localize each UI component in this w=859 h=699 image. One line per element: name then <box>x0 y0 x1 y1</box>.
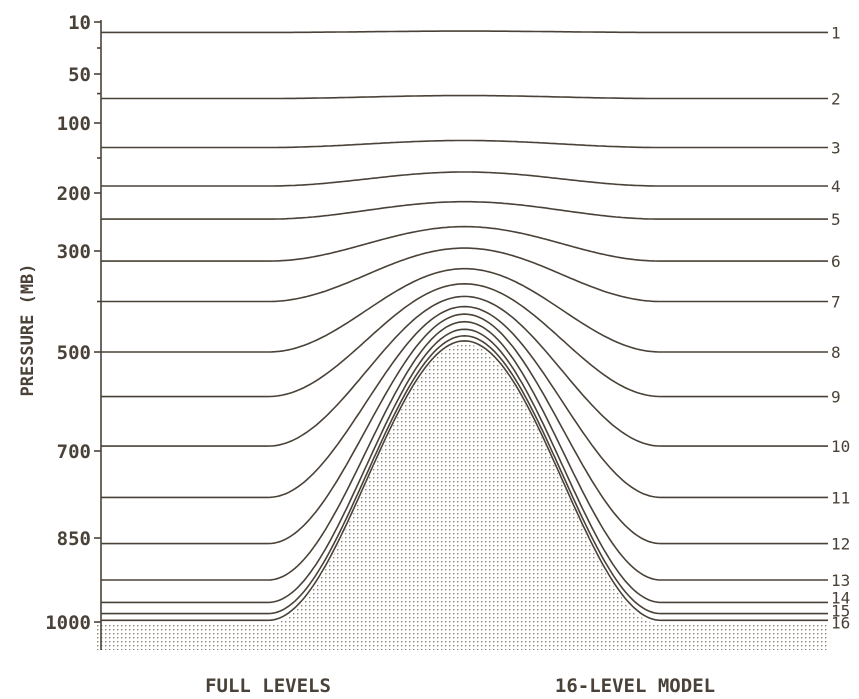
level-line-11 <box>101 305 828 499</box>
level-label-1: 1 <box>831 23 841 42</box>
level-label-12: 12 <box>831 535 850 554</box>
level-label-2: 2 <box>831 90 841 109</box>
level-line-10 <box>101 295 828 447</box>
y-tick-label: 700 <box>57 441 91 463</box>
level-label-13: 13 <box>831 571 850 590</box>
level-line-7 <box>101 247 828 303</box>
y-axis-label: PRESSURE (MB) <box>18 263 38 396</box>
y-axis: 10 50 100 200 300 500 700 850 1000 <box>45 12 102 650</box>
level-line-4 <box>101 171 828 187</box>
y-tick-label: 100 <box>57 113 91 135</box>
y-tick-label: 10 <box>68 12 91 34</box>
level-line-5 <box>101 200 828 220</box>
level-label-10: 10 <box>831 437 850 456</box>
terrain-layer <box>96 343 828 650</box>
level-label-5: 5 <box>831 210 841 229</box>
footer-right-label: 16-LEVEL MODEL <box>555 675 715 697</box>
level-label-16: 16 <box>831 613 850 632</box>
level-label-4: 4 <box>831 177 841 196</box>
y-tick-label: 50 <box>68 64 91 86</box>
level-line-8 <box>101 267 828 353</box>
level-line-9 <box>101 282 828 398</box>
y-tick-label: 850 <box>57 528 91 550</box>
footer-left-label: FULL LEVELS <box>205 675 331 697</box>
level-label-15: 15 <box>831 602 850 621</box>
level-line-2 <box>101 94 828 100</box>
terrain-surface <box>96 343 828 650</box>
level-line-1 <box>101 30 828 34</box>
y-tick-label: 200 <box>57 183 91 205</box>
level-label-9: 9 <box>831 388 841 407</box>
y-tick-label: 1000 <box>45 612 91 634</box>
level-line-14 <box>101 328 828 604</box>
level-label-6: 6 <box>831 252 841 271</box>
level-label-14: 14 <box>831 588 850 607</box>
level-line-13 <box>101 320 828 581</box>
level-label-3: 3 <box>831 139 841 158</box>
level-label-8: 8 <box>831 343 841 362</box>
level-label-7: 7 <box>831 293 841 312</box>
y-tick-label: 500 <box>57 342 91 364</box>
y-tick-label: 300 <box>57 241 91 263</box>
level-line-6 <box>101 225 828 262</box>
level-lines <box>101 30 828 622</box>
level-line-16 <box>101 340 828 622</box>
level-line-3 <box>101 139 828 149</box>
level-label-11: 11 <box>831 488 850 507</box>
level-line-12 <box>101 313 828 545</box>
level-line-15 <box>101 334 828 615</box>
